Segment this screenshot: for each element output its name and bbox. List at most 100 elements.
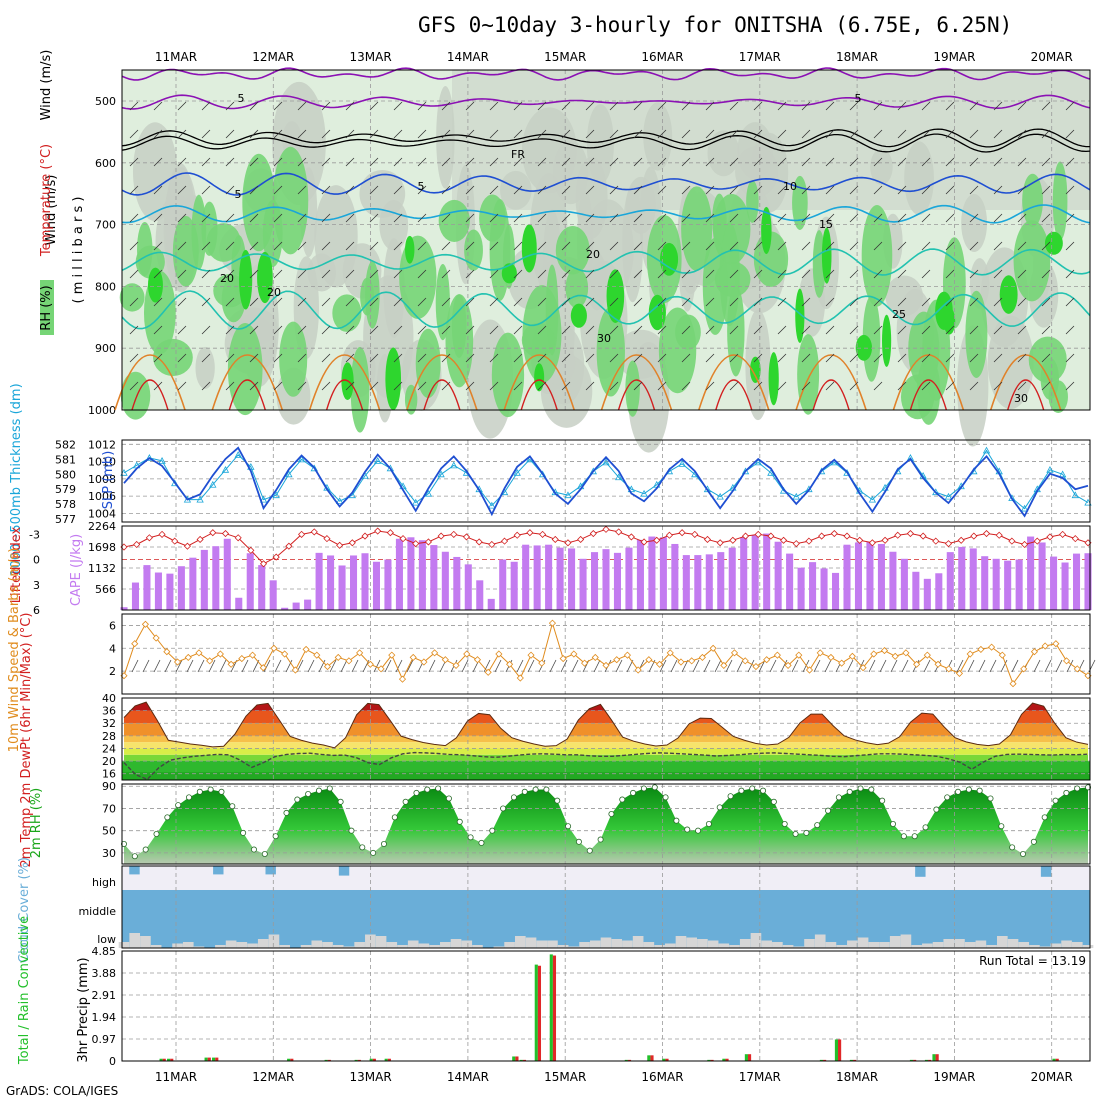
- surface-wind-barb: [241, 659, 249, 673]
- wind-barb: [177, 297, 187, 307]
- slp-tick: 1004: [88, 507, 116, 520]
- rh-point: [814, 822, 821, 829]
- cloud-high-bar: [1040, 866, 1052, 877]
- wind-speed-point: [752, 663, 760, 671]
- cape-bar: [487, 598, 495, 610]
- wind-speed-point: [966, 650, 974, 658]
- wind-barb: [729, 381, 739, 391]
- wind-speed-point: [206, 657, 214, 665]
- lifted-index-axis-label: Lifted Index: [9, 526, 24, 603]
- isotherm-line: [121, 128, 1090, 148]
- rh-point: [846, 788, 853, 795]
- cloud-low-bar: [118, 942, 130, 948]
- date-label-top: 12MAR: [252, 50, 294, 64]
- wind-barb: [297, 213, 307, 223]
- precip-convective-bar: [162, 1058, 166, 1061]
- wind-barb: [801, 101, 811, 111]
- wind-barb: [657, 325, 667, 335]
- precip-total-bar: [909, 1059, 914, 1061]
- rh-point: [315, 787, 322, 794]
- cape-bar: [407, 537, 415, 610]
- wind-barb: [657, 157, 667, 167]
- isotherm-hot: [131, 379, 169, 411]
- rh-point: [651, 784, 658, 791]
- surface-wind-barb: [351, 659, 359, 673]
- lifted-index-point: [1008, 537, 1016, 545]
- thickness-point: [741, 467, 750, 475]
- wind-barb: [873, 157, 883, 167]
- surface-wind-barb: [901, 659, 909, 673]
- wind-barb: [201, 353, 211, 363]
- wind-barb: [225, 381, 235, 391]
- rh-point: [532, 786, 539, 793]
- lifted-index-point: [653, 536, 661, 544]
- wind-tick: 6: [109, 619, 116, 632]
- rh-point: [738, 787, 745, 794]
- precip-tick: 0.97: [92, 1033, 117, 1046]
- lifted-index-point: [944, 540, 953, 548]
- wind-barb: [681, 185, 691, 195]
- footer-credit: GrADS: COLA/IGES: [6, 1084, 118, 1098]
- cloud-low-bar: [279, 945, 290, 948]
- wind-barb: [321, 185, 331, 195]
- wind-barb: [753, 157, 763, 167]
- isotherm-line: [121, 172, 1091, 196]
- rh-point: [803, 829, 810, 836]
- cloud-low-bar: [622, 940, 633, 948]
- wind-barb: [1017, 269, 1027, 279]
- thickness-point: [589, 467, 597, 475]
- precip-tick: 4.85: [92, 945, 117, 958]
- lifted-index-point: [932, 537, 940, 545]
- wind-speed-point: [677, 658, 685, 666]
- thickness-point: [640, 489, 648, 497]
- wind-barb: [345, 353, 355, 363]
- wind-barb: [369, 101, 379, 111]
- surface-wind-barb: [549, 659, 557, 673]
- cape-bar: [246, 553, 254, 610]
- wind-barb: [969, 101, 979, 111]
- cape-bar: [510, 561, 518, 610]
- lifted-index-point: [323, 535, 331, 543]
- rh-point: [207, 786, 214, 793]
- wind-barb: [1017, 353, 1027, 363]
- wind-barb: [777, 297, 787, 307]
- cloud-low-bar: [857, 937, 869, 948]
- lifted-index-point: [881, 536, 889, 544]
- cape-tick: 566: [95, 583, 116, 596]
- rh-point: [879, 797, 886, 804]
- wind-barb: [609, 129, 619, 139]
- precip-convective-bar: [665, 1058, 669, 1061]
- surface-wind-barb: [1044, 659, 1052, 673]
- rh-point: [185, 794, 192, 801]
- cloud-low-bar: [911, 945, 922, 948]
- precip-total-bar: [204, 1057, 208, 1061]
- wind-barb: [561, 353, 571, 363]
- wind-barb: [225, 241, 235, 251]
- cloud-low-bar: [739, 939, 751, 948]
- precip-convective-bar: [327, 1059, 331, 1061]
- rh-shade-bright: [239, 249, 253, 310]
- wind-barb: [177, 381, 187, 391]
- isotherm-line: [121, 133, 1091, 153]
- precip-convective-bar: [1055, 1058, 1059, 1061]
- cloud-low-bar: [1071, 942, 1083, 948]
- thickness-point: [1046, 465, 1054, 473]
- rh-point: [272, 833, 279, 840]
- slp-tick: 1008: [88, 473, 116, 486]
- cape-bar: [315, 552, 323, 610]
- wind-speed-point: [409, 653, 417, 661]
- wind-speed-point: [334, 653, 342, 661]
- wind-barb: [1041, 101, 1051, 111]
- wind-speed-point: [763, 656, 771, 664]
- wind-barb: [201, 157, 211, 167]
- wind-barb: [873, 353, 883, 363]
- rh-point: [391, 814, 398, 821]
- wind-barb: [681, 297, 691, 307]
- date-label-top: 15MAR: [544, 50, 586, 64]
- cape-bar: [613, 552, 622, 610]
- wind-barb: [753, 353, 763, 363]
- cloud-low-bar: [1018, 942, 1030, 948]
- wind-speed-point: [613, 656, 621, 664]
- cape-bar: [372, 561, 381, 610]
- wind-speed-point: [173, 658, 182, 666]
